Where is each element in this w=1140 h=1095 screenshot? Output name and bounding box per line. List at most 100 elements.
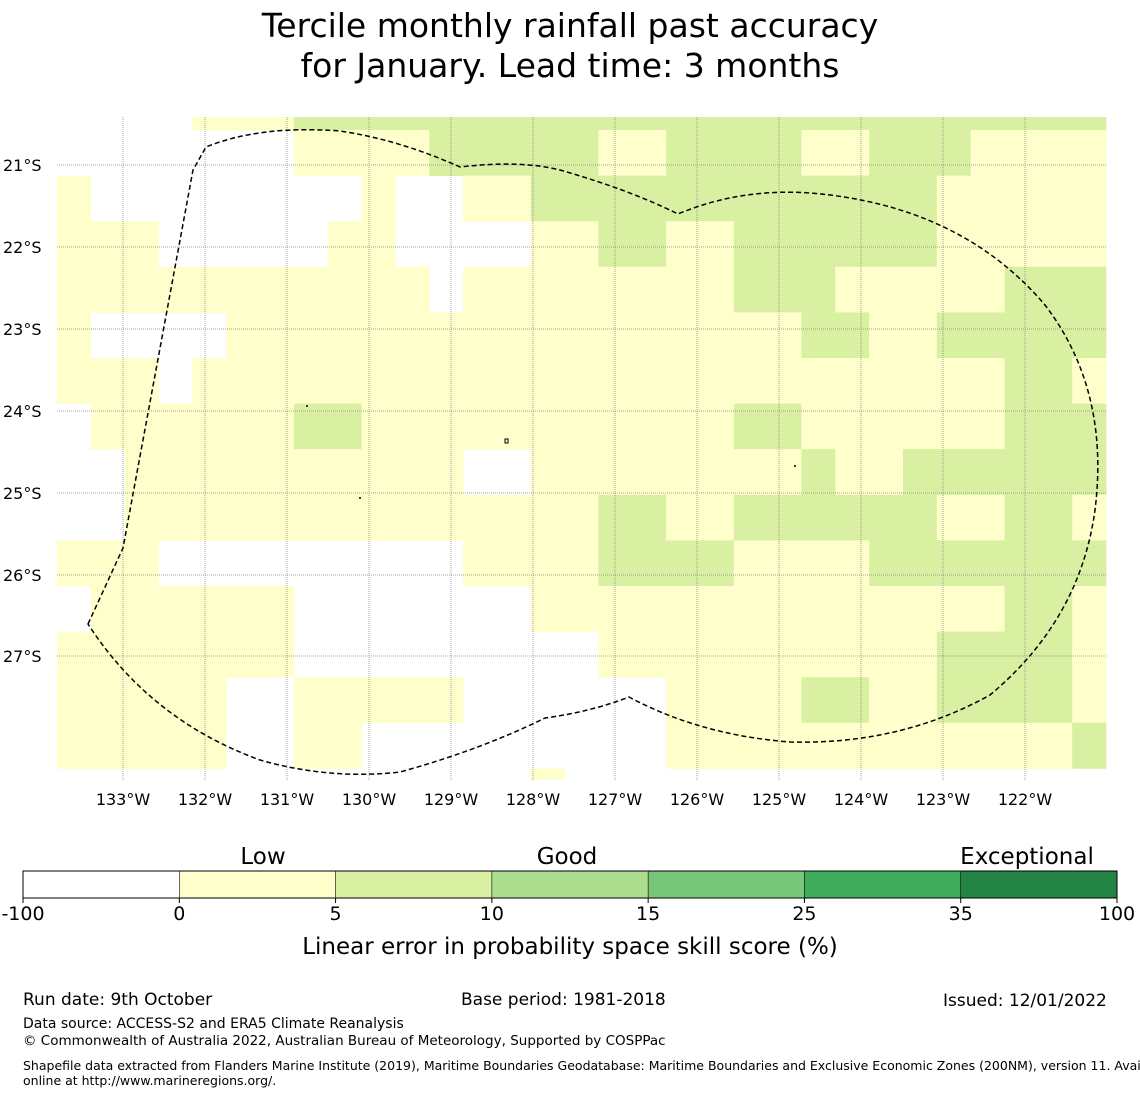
grid-cell — [666, 358, 701, 404]
island-marker — [794, 465, 796, 467]
grid-cell — [260, 449, 295, 496]
grid-cell — [57, 677, 92, 724]
grid-cell — [902, 175, 938, 222]
island-marker — [359, 497, 361, 499]
longitude-label: 129°W — [424, 790, 479, 809]
grid-cell — [666, 540, 701, 587]
colorbar-segment — [648, 871, 805, 898]
grid-cell — [1004, 631, 1039, 678]
grid-cell — [192, 631, 227, 678]
grid-cell — [1038, 175, 1073, 222]
grid-cell — [902, 221, 938, 268]
grid-cell — [124, 586, 159, 632]
grid-cell — [1072, 586, 1107, 632]
grid-cell — [57, 631, 92, 678]
grid-cell — [564, 540, 599, 587]
grid-cell — [395, 403, 430, 450]
grid-cell — [395, 677, 430, 724]
grid-cell — [530, 266, 565, 313]
grid-cell — [1072, 312, 1107, 359]
grid-cell — [293, 449, 329, 496]
grid-cell — [496, 403, 532, 450]
grid-cell — [835, 586, 870, 632]
colorbar-tick-label: 10 — [480, 903, 504, 925]
grid-cell — [327, 358, 362, 404]
grid-cell — [226, 312, 261, 359]
grid-cell — [564, 312, 599, 359]
grid-cell — [496, 130, 532, 176]
grid-cell — [1072, 631, 1107, 678]
grid-cell — [496, 266, 532, 313]
grid-cell — [936, 677, 972, 724]
grid-cell — [699, 312, 735, 359]
grid-cell — [767, 312, 802, 359]
grid-cell — [632, 175, 667, 222]
grid-cell — [632, 540, 667, 587]
colorbar-segment — [23, 871, 180, 898]
grid-cell — [835, 130, 870, 176]
grid-cell — [124, 494, 159, 541]
grid-cell — [767, 631, 802, 678]
grid-cell — [699, 117, 735, 131]
grid-cell — [733, 312, 769, 359]
grid-cell — [970, 449, 1005, 496]
grid-cell — [767, 358, 802, 404]
latitude-label: 21°S — [3, 156, 42, 175]
grid-cell — [632, 130, 667, 176]
grid-cell — [463, 312, 498, 359]
grid-cell — [564, 175, 599, 222]
grid-cell — [1004, 130, 1039, 176]
grid-cell — [90, 540, 126, 587]
longitude-label: 128°W — [506, 790, 561, 809]
chart-title-line2: for January. Lead time: 3 months — [300, 46, 840, 85]
grid-cell — [869, 403, 904, 450]
grid-cell — [970, 631, 1005, 678]
grid-cell — [902, 403, 938, 450]
grid-cell — [869, 449, 904, 496]
grid-cell — [733, 221, 769, 268]
grid-cell — [496, 540, 532, 587]
grid-cell — [699, 221, 735, 268]
grid-cell — [699, 722, 735, 769]
grid-cell — [598, 540, 633, 587]
grid-cell — [124, 221, 159, 268]
grid-cell — [869, 358, 904, 404]
grid-cell — [666, 266, 701, 313]
grid-cell — [936, 586, 972, 632]
grid-cell — [699, 358, 735, 404]
grid-cell — [530, 449, 565, 496]
grid-cell — [226, 358, 261, 404]
longitude-label: 131°W — [260, 790, 315, 809]
legend-category-good: Good — [537, 844, 598, 870]
grid-cell — [530, 494, 565, 541]
grid-cell — [936, 312, 972, 359]
grid-cell — [124, 677, 159, 724]
grid-cell — [902, 358, 938, 404]
grid-cell — [869, 221, 904, 268]
grid-cell — [57, 358, 92, 404]
grid-cell — [226, 117, 261, 131]
grid-cell — [496, 358, 532, 404]
grid-cell — [835, 631, 870, 678]
grid-cell — [598, 358, 633, 404]
grid-cell — [699, 494, 735, 541]
grid-cell — [902, 722, 938, 769]
grid-cell — [598, 130, 633, 176]
longitude-label: 122°W — [998, 790, 1053, 809]
grid-cell — [327, 312, 362, 359]
grid-cell — [90, 358, 126, 404]
run-date: Run date: 9th October — [23, 990, 213, 1010]
grid-cell — [293, 266, 329, 313]
grid-cell — [564, 449, 599, 496]
grid-cell — [564, 586, 599, 632]
grid-cell — [429, 312, 464, 359]
grid-cell — [1072, 266, 1107, 313]
grid-cell — [632, 221, 667, 268]
grid-cell — [57, 175, 92, 222]
grid-cell — [666, 175, 701, 222]
grid-cell — [666, 130, 701, 176]
grid-cell — [327, 403, 362, 450]
grid-cell — [260, 403, 295, 450]
grid-cell — [361, 130, 396, 176]
grid-cell — [90, 266, 126, 313]
